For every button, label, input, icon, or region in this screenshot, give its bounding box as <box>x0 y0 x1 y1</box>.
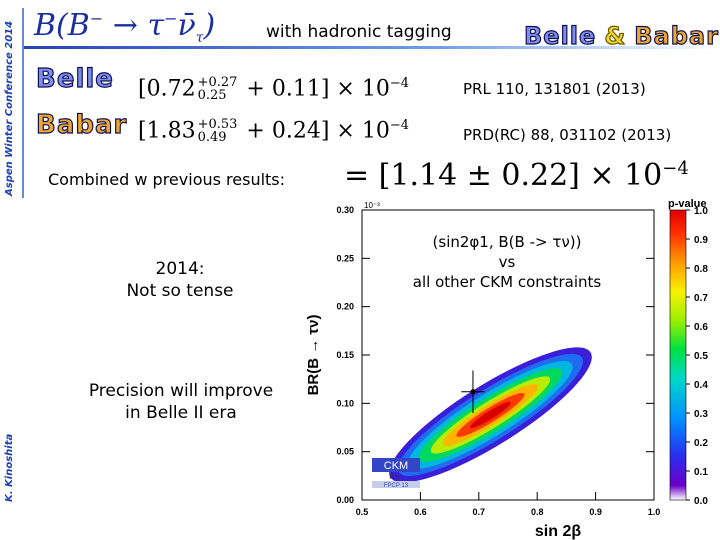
conference-label: Aspen Winter Conference 2014 <box>4 20 15 196</box>
colorbar-title: p-value <box>668 198 707 210</box>
colorbar-tick-label: 0.1 <box>694 467 708 478</box>
x-tick-label: 0.9 <box>589 507 602 517</box>
y-tick-label: 0.10 <box>336 398 354 408</box>
chart-caption: (sin2φ1, B(B -> τν)) vs all other CKM co… <box>412 233 602 291</box>
y-multiplier-label: 10⁻³ <box>364 201 380 210</box>
y-tick-label: 0.25 <box>336 253 354 263</box>
header-separator <box>22 8 24 198</box>
colorbar-tick-label: 0.6 <box>694 322 708 333</box>
babar-reference: PRD(RC) 88, 031102 (2013) <box>463 126 672 144</box>
x-tick-label: 0.6 <box>414 507 427 517</box>
author-label: K. Kinoshita <box>4 433 15 502</box>
colorbar-gradient <box>669 209 687 501</box>
ckm-logo-tag: FPCP 13 <box>384 483 409 489</box>
note-2014: 2014: Not so tense <box>126 259 234 301</box>
belle-babar-logo: Belle & Babar <box>523 21 719 50</box>
plot-area: CKM fitter FPCP 13 <box>372 347 592 489</box>
ckm-logo-tag-box <box>372 481 420 488</box>
y-tick-label: 0.15 <box>336 350 354 360</box>
slide-title-text: with hadronic tagging <box>266 22 452 42</box>
babar-logo-text: Babar <box>634 21 719 50</box>
colorbar-tick-label: 0.7 <box>694 293 708 304</box>
belle-logo: Belle <box>35 63 114 94</box>
colorbar-tick-label: 0.3 <box>694 409 708 420</box>
y-axis-title: BR(B → τν) <box>305 315 322 396</box>
y-tick-label: 0.05 <box>336 447 354 457</box>
x-axis-title: sin 2β <box>535 523 581 540</box>
colorbar-tick-label: 0.8 <box>694 264 708 275</box>
ckm-logo-sub: fitter <box>389 474 403 481</box>
note-belle2: Precision will improve in Belle II era <box>88 381 274 423</box>
colorbar-tick-label: 0.2 <box>694 438 708 449</box>
x-tick-label: 0.7 <box>473 507 486 517</box>
colorbar-tick-label: 0.5 <box>694 351 708 362</box>
y-tick-label: 0.00 <box>336 495 354 505</box>
x-tick-label: 1.0 <box>648 507 661 517</box>
colorbar-tick-label: 0.9 <box>694 235 708 246</box>
belle-logo-text: Belle <box>523 21 597 50</box>
x-tick-label: 0.8 <box>531 507 544 517</box>
colorbar: p-value 0.0 0.1 0.2 0.3 0.4 0.5 0.6 0.7 0.8 0.9 1.0 <box>668 198 708 507</box>
left-sidebar: Aspen Winter Conference 2014 K. Kinoshit… <box>0 0 20 540</box>
y-tick-label: 0.20 <box>336 302 354 312</box>
belle-reference: PRL 110, 131801 (2013) <box>463 80 646 98</box>
combined-value: = [1.14 ± 0.22] × 10−4 <box>344 158 689 193</box>
title-underline <box>24 46 720 49</box>
colorbar-tick-label: 0.0 <box>694 496 708 507</box>
measurement-point <box>470 389 476 395</box>
babar-logo: Babar <box>35 109 128 140</box>
axes: 0.5 0.6 0.7 0.8 0.9 1.0 0.00 0.05 0.10 0.15 0.20 0.… <box>305 201 660 540</box>
fit-region-contour <box>470 401 511 429</box>
ampersand-logo-text: & <box>604 21 627 50</box>
combined-label: Combined w previous results: <box>48 170 286 189</box>
colorbar-tick-label: 0.4 <box>694 380 708 391</box>
belle-measurement: [0.72 +0.27 0.25 + 0.11] × 10−4 <box>138 75 410 104</box>
ckm-logo-box <box>372 458 420 472</box>
slide-title-formula: B(B− → τ−ν̄τ) <box>34 8 216 46</box>
colorbar-tick-label: 1.0 <box>694 206 708 217</box>
y-tick-label: 0.30 <box>336 205 354 215</box>
x-tick-label: 0.5 <box>356 507 369 517</box>
babar-measurement: [1.83 +0.53 0.49 + 0.24] × 10−4 <box>138 117 410 146</box>
ckm-logo-text: CKM <box>384 460 408 472</box>
